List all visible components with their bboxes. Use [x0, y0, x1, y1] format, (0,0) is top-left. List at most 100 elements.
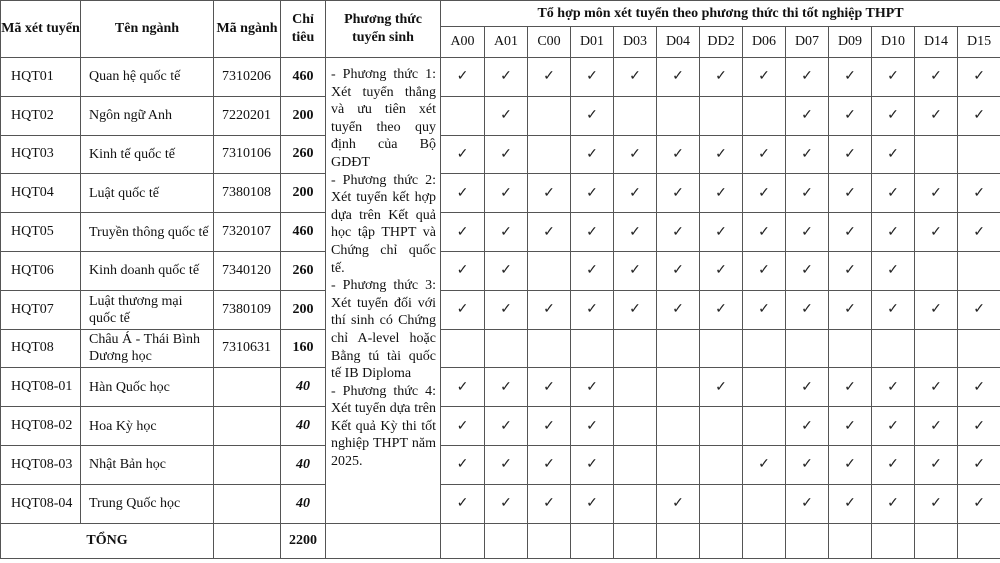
- combo-cell-d04: [656, 444, 700, 485]
- check-mark-icon: ✓: [672, 496, 684, 512]
- combo-cell-a01: ✓: [484, 406, 528, 446]
- combo-cell-d15: ✓: [956, 367, 1000, 408]
- check-mark-icon: ✓: [672, 69, 684, 85]
- combo-cell-d03: [613, 406, 657, 446]
- check-mark-icon: ✓: [887, 379, 899, 395]
- combo-cell-d03: [613, 483, 657, 524]
- combo-header-d07: D07: [785, 26, 829, 58]
- combo-cell-d15: ✓: [956, 173, 1000, 214]
- combo-cell-d07: ✓: [785, 367, 829, 408]
- combo-cell-d06: [742, 483, 786, 524]
- combo-cell-c00: [527, 134, 571, 175]
- check-mark-icon: ✓: [456, 263, 469, 279]
- check-mark-icon: ✓: [500, 302, 512, 318]
- combo-header-a01: A01: [484, 26, 528, 58]
- combo-cell-d04: ✓: [656, 250, 700, 291]
- combo-cell-d07: ✓: [785, 134, 829, 175]
- row-major-code: 7310631: [213, 328, 281, 369]
- combo-cell-d01: ✓: [570, 134, 614, 175]
- combo-cell-c00: ✓: [527, 57, 571, 97]
- combo-cell-d01: ✓: [570, 483, 614, 524]
- combo-cell-c00: ✓: [527, 289, 571, 330]
- combo-cell-d04: ✓: [656, 57, 700, 97]
- check-mark-icon: ✓: [715, 185, 727, 201]
- check-mark-icon: ✓: [456, 379, 469, 395]
- check-mark-icon: ✓: [844, 496, 856, 512]
- check-mark-icon: ✓: [543, 418, 555, 434]
- combo-cell-d07: ✓: [785, 483, 829, 524]
- combo-header-d09: D09: [828, 26, 872, 58]
- combo-cell-dd2: [699, 483, 743, 524]
- check-mark-icon: ✓: [543, 379, 555, 395]
- check-mark-icon: ✓: [801, 185, 813, 201]
- combo-cell-d06: ✓: [742, 289, 786, 330]
- combo-header-a00: A00: [440, 26, 485, 58]
- total-combo-cell: [699, 522, 743, 559]
- combo-cell-d10: ✓: [871, 95, 915, 136]
- combo-cell-c00: ✓: [527, 212, 571, 252]
- combo-cell-d01: ✓: [570, 444, 614, 485]
- table-row: HQT07 Luật thương mại quốc tế 7380109 200 ✓ ✓…: [0, 289, 1000, 330]
- row-code: HQT05: [0, 212, 81, 252]
- check-mark-icon: ✓: [973, 69, 985, 85]
- row-name: Kinh tế quốc tế: [80, 134, 214, 175]
- check-mark-icon: ✓: [801, 496, 813, 512]
- combo-cell-d01: ✓: [570, 95, 614, 136]
- table-row: HQT08-02 Hoa Kỳ học 40 ✓ ✓ ✓ ✓ ✓ ✓ ✓ ✓ ✓: [0, 406, 1000, 446]
- check-mark-icon: ✓: [887, 302, 899, 318]
- table-row: HQT05 Truyền thông quốc tế 7320107 460 ✓ ✓ ✓ ✓ ✓…: [0, 212, 1000, 252]
- table-row: HQT01 Quan hệ quốc tế 7310206 460- Phương t…: [0, 57, 1000, 524]
- combo-cell-d03: ✓: [613, 250, 657, 291]
- check-mark-icon: ✓: [973, 457, 985, 473]
- header-method: Phương thức tuyển sinh: [325, 0, 441, 58]
- total-combo-cell: [613, 522, 657, 559]
- check-mark-icon: ✓: [887, 224, 899, 240]
- total-combo-cell: [828, 522, 872, 559]
- combo-cell-d09: ✓: [828, 250, 872, 291]
- row-code: HQT08-02: [0, 406, 81, 446]
- row-name: Ngôn ngữ Anh: [80, 95, 214, 136]
- combo-cell-d15: ✓: [956, 95, 1000, 136]
- check-mark-icon: ✓: [801, 302, 813, 318]
- check-mark-icon: ✓: [500, 185, 512, 201]
- check-mark-icon: ✓: [586, 185, 598, 201]
- check-mark-icon: ✓: [844, 224, 856, 240]
- check-mark-icon: ✓: [758, 302, 770, 318]
- combo-cell-d06: ✓: [742, 173, 786, 214]
- combo-cell-d14: ✓: [914, 289, 958, 330]
- row-quota: 200: [280, 173, 326, 214]
- combo-header-dd2: DD2: [699, 26, 743, 58]
- row-quota: 40: [280, 483, 326, 524]
- row-quota: 260: [280, 134, 326, 175]
- check-mark-icon: ✓: [500, 69, 512, 85]
- row-major-code: 7320107: [213, 212, 281, 252]
- method-item: - Phương thức 4: Xét tuyển dựa trên Kết …: [331, 383, 436, 470]
- method-item: - Phương thức 3: Xét tuyển đối với thí s…: [331, 278, 436, 382]
- combo-cell-d10: ✓: [871, 173, 915, 214]
- row-code: HQT08-01: [0, 367, 81, 408]
- combo-header-d04: D04: [656, 26, 700, 58]
- row-quota: 260: [280, 250, 326, 291]
- row-major-code: 7310106: [213, 134, 281, 175]
- combo-cell-dd2: ✓: [699, 134, 743, 175]
- combo-cell-d07: ✓: [785, 444, 829, 485]
- combo-cell-dd2: ✓: [699, 250, 743, 291]
- combo-cell-dd2: [699, 328, 743, 369]
- combo-cell-d10: ✓: [871, 367, 915, 408]
- combo-cell-d04: [656, 328, 700, 369]
- combo-cell-dd2: [699, 444, 743, 485]
- row-code: HQT08-03: [0, 444, 81, 485]
- combo-cell-a00: ✓: [440, 250, 485, 291]
- check-mark-icon: ✓: [930, 185, 942, 201]
- check-mark-icon: ✓: [629, 185, 641, 201]
- header-name: Tên ngành: [80, 0, 214, 58]
- combo-cell-d04: ✓: [656, 134, 700, 175]
- combo-cell-d09: ✓: [828, 134, 872, 175]
- check-mark-icon: ✓: [887, 108, 899, 124]
- check-mark-icon: ✓: [973, 418, 985, 434]
- table-row: HQT08 Châu Á - Thái Bình Dương học 7310631…: [0, 328, 1000, 369]
- check-mark-icon: ✓: [456, 418, 469, 434]
- check-mark-icon: ✓: [930, 457, 942, 473]
- header-combos-title: Tổ hợp môn xét tuyển theo phương thức th…: [439, 0, 1000, 27]
- combo-cell-d14: ✓: [914, 367, 958, 408]
